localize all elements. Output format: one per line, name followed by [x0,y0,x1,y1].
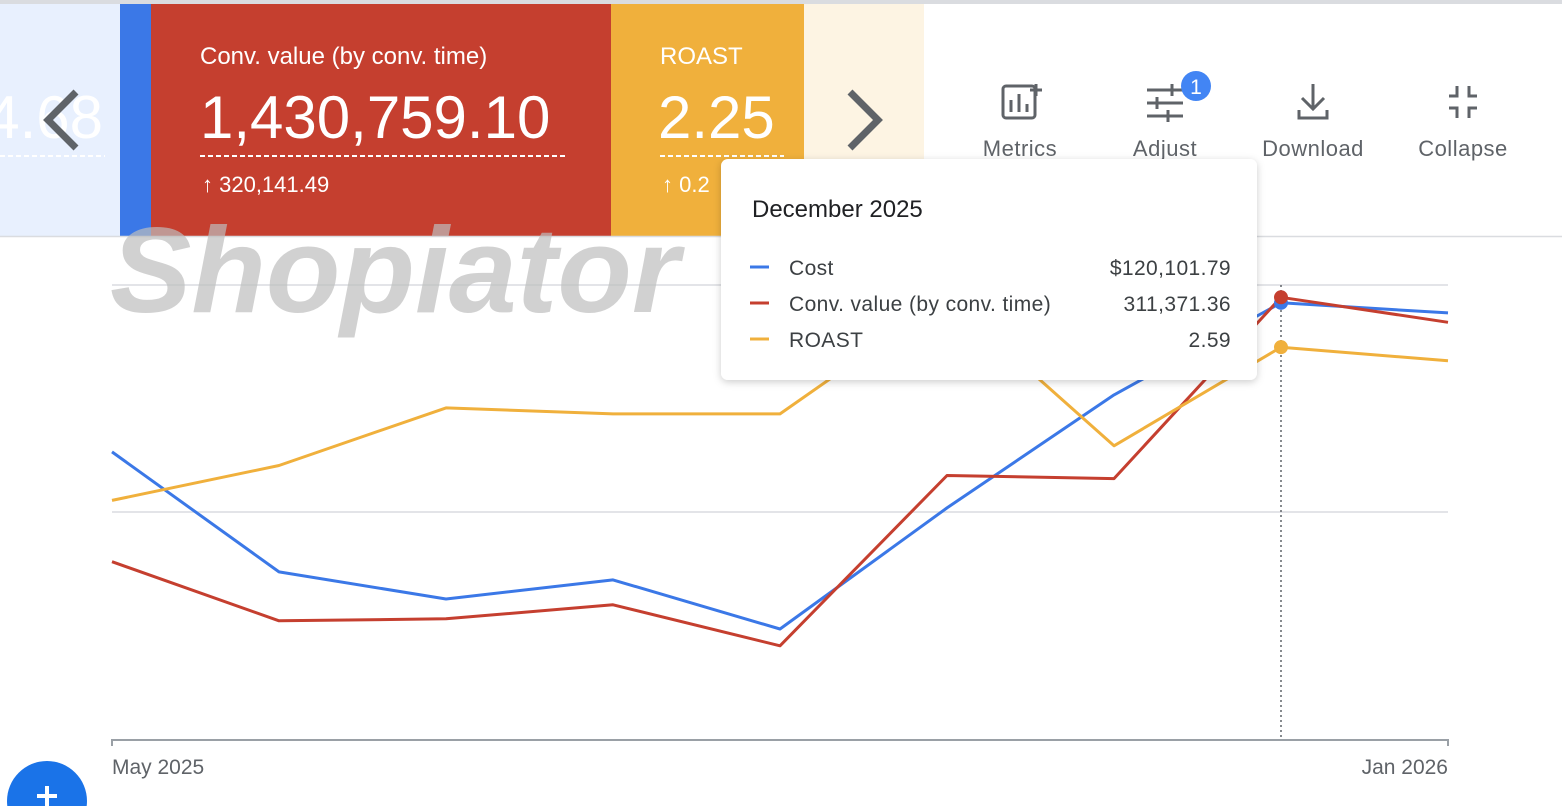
tooltip-box [721,159,1257,380]
x-tick-label: Jan 2026 [1362,756,1448,779]
toolbar-label: Adjust [1133,136,1197,161]
prev-arrow[interactable] [43,89,79,151]
legend-label: Conv. value (by conv. time) [789,293,1051,316]
legend-label: ROAST [789,329,863,352]
add-button[interactable] [7,761,87,806]
x-axis [111,739,1449,746]
badge [1181,71,1211,101]
icon [37,786,57,806]
icon [1147,88,1183,118]
scorecard-label: ROAST [660,43,743,70]
icon [1155,84,1174,122]
tooltip-value: 2.59 [1189,329,1231,352]
legend-label: Cost [789,257,834,280]
scorecard-strip [120,4,151,236]
hover-point [1274,290,1288,305]
icon [1297,84,1329,120]
tooltip-value: $120,101.79 [1110,257,1231,280]
icon [1449,86,1477,118]
tooltip-title: December 2025 [752,196,923,223]
next-arrow[interactable] [847,89,883,151]
scorecard-value: 1,430,759.10 [200,84,550,151]
tooltip-value: 311,371.36 [1123,293,1231,316]
collapse-button[interactable]: Collapse [1418,86,1508,161]
series-line [111,295,1449,502]
top-border [0,0,1562,4]
scorecard-value: 2.25 [658,84,775,151]
toolbar-label: Collapse [1418,136,1508,161]
scorecard-label: Conv. value (by conv. time) [200,43,487,70]
toolbar-label: Metrics [983,136,1057,161]
tooltip: December 2025 Cost $120,101.79 Conv. value… [721,159,1257,380]
toolbar-label: Download [1262,136,1364,161]
icon [1009,84,1042,112]
scorecard-change: ↑ 320,141.49 [202,172,329,197]
scorecard[interactable] [151,4,611,236]
hover-point [1274,340,1288,355]
badge-count: 1 [1190,76,1202,99]
x-tick-label: May 2025 [112,756,204,779]
download-button[interactable]: Download [1262,84,1364,161]
scorecard-change: ↑ 0.2 [662,172,710,197]
icon [1001,84,1037,120]
watermark: Shopiator [110,202,686,338]
adjust-button[interactable]: 1 Adjust [1133,71,1211,161]
metrics-button[interactable]: Metrics [983,84,1057,161]
scorecard[interactable] [0,4,120,236]
